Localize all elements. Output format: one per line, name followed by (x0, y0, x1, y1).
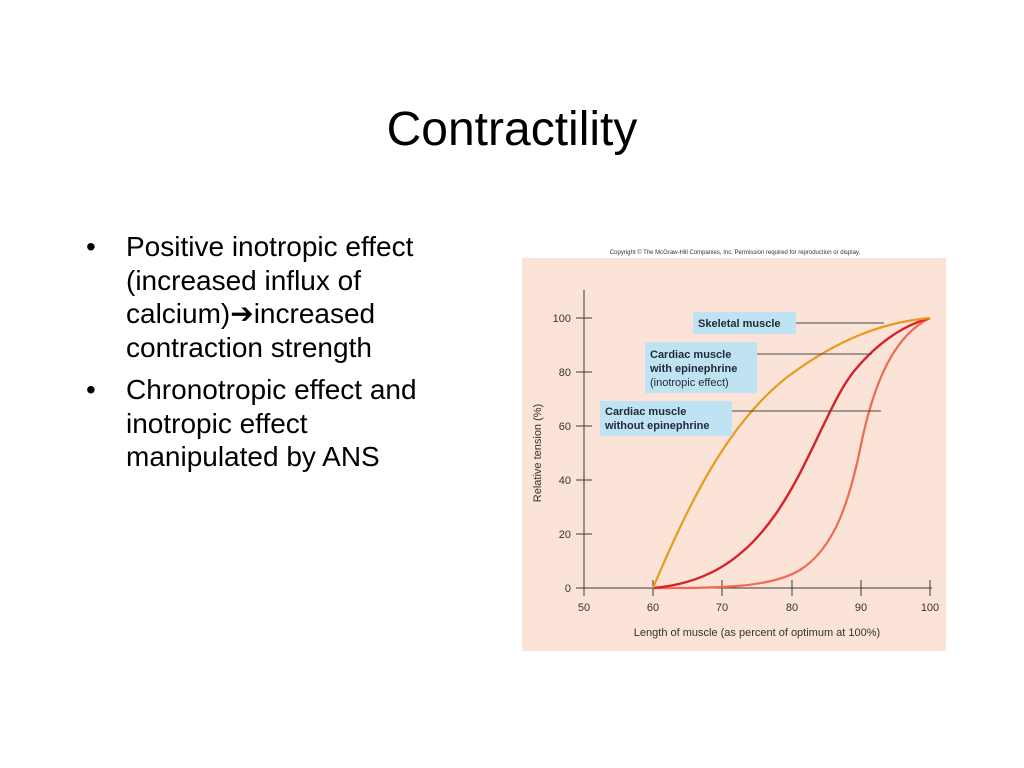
arrow-right-icon: ➔ (230, 298, 254, 329)
bullet-item-chronotropic: • Chronotropic effect and inotropic effe… (86, 373, 506, 474)
callout-label: with epinephrine (649, 363, 737, 375)
callout-label: Skeletal muscle (698, 318, 781, 330)
bullet-line: Chronotropic effect and (126, 374, 417, 405)
bullet-item-positive-inotropic: • Positive inotropic effect (increased i… (86, 230, 506, 364)
bullet-line: inotropic effect (126, 407, 308, 439)
callout-label: without epinephrine (604, 420, 710, 432)
y-axis-label: Relative tension (%) (532, 404, 544, 502)
bullet-line: (increased influx of (126, 264, 362, 296)
y-tick-label: 60 (559, 421, 571, 433)
chart-panel: 100 80 60 40 20 0 50 60 70 80 90 100 Len… (522, 258, 946, 651)
x-tick-label: 50 (578, 602, 590, 614)
x-axis-label: Length of muscle (as percent of optimum … (634, 627, 880, 639)
y-tick-label: 20 (559, 529, 571, 541)
y-tick-label: 0 (565, 583, 571, 595)
callout-label: (inotropic effect) (650, 377, 729, 389)
bullet-line: contraction strength (126, 331, 372, 363)
x-ticks: 50 60 70 80 90 100 (578, 580, 939, 614)
callout-cardiac-without-epinephrine: Cardiac muscle without epinephrine (600, 401, 732, 436)
length-tension-chart: 100 80 60 40 20 0 50 60 70 80 90 100 Len… (532, 290, 939, 639)
bullet-icon: • (86, 231, 96, 262)
bullet-line: Positive inotropic effect (126, 231, 414, 262)
bullet-line: calcium) (126, 298, 231, 329)
x-tick-label: 100 (921, 602, 939, 614)
bullet-line: increased (253, 298, 376, 329)
x-tick-label: 80 (786, 602, 798, 614)
curve-cardiac-with-epinephrine (652, 316, 931, 590)
curve-cardiac-without-epinephrine (652, 317, 931, 590)
copyright-notice: Copyright © The McGraw-Hill Companies, I… (609, 250, 861, 256)
y-tick-label: 100 (553, 313, 571, 325)
callout-cardiac-with-epinephrine: Cardiac muscle with epinephrine (inotrop… (645, 342, 757, 393)
bullet-list: • Positive inotropic effect (increased i… (86, 230, 506, 483)
bullet-line: manipulated by ANS (126, 441, 380, 472)
x-tick-label: 90 (855, 602, 867, 614)
y-tick-label: 40 (559, 475, 571, 487)
y-tick-label: 80 (559, 367, 571, 379)
bullet-icon: • (86, 374, 96, 405)
callout-skeletal-muscle: Skeletal muscle (693, 312, 796, 334)
slide-title: Contractility (386, 103, 638, 156)
curve-skeletal-muscle (651, 316, 931, 589)
y-ticks: 100 80 60 40 20 0 (553, 313, 592, 595)
x-tick-label: 70 (716, 602, 728, 614)
x-tick-label: 60 (647, 602, 659, 614)
callout-label: Cardiac muscle (650, 349, 731, 361)
callout-label: Cardiac muscle (605, 406, 686, 418)
